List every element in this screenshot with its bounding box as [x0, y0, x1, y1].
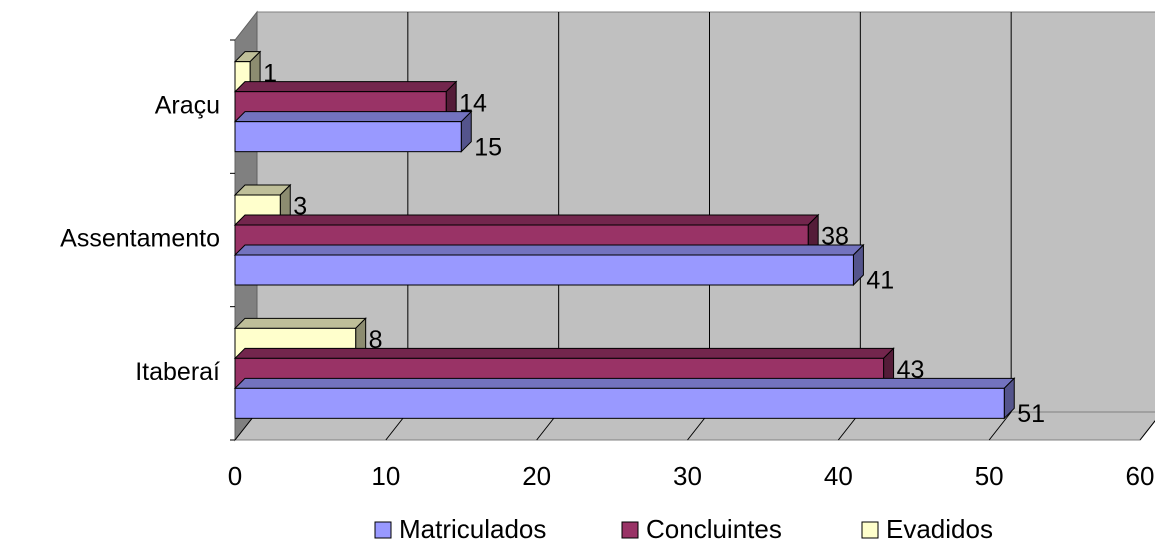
legend-label-concluintes: Concluintes [646, 514, 782, 544]
category-label-itaberai: Itaberaí [135, 358, 220, 386]
data-label-matriculados-itaberai: 51 [1017, 400, 1045, 428]
data-label-matriculados-assentamento: 41 [866, 267, 894, 295]
bar-top-face [233, 111, 473, 123]
floor-gridline [988, 411, 1012, 441]
chart-legend: Matriculados Concluintes Evadidos [374, 514, 993, 544]
floor-gridline [1139, 420, 1155, 441]
chart-bars [233, 50, 1016, 420]
bar-top-face [233, 317, 367, 329]
data-label-concluintes-itaberai: 43 [897, 356, 925, 384]
category-label-assentamento: Assentamento [60, 225, 220, 253]
bar-top-face [233, 347, 895, 359]
x-tick-label-40: 40 [824, 461, 853, 491]
x-tick-label-60: 60 [1126, 461, 1155, 491]
data-label-evadidos-itaberai: 8 [369, 326, 383, 354]
legend-label-evadidos: Evadidos [886, 514, 993, 544]
data-label-evadidos-aracu: 1 [263, 59, 277, 87]
bar-matriculados-aracu [234, 121, 462, 153]
chart-data-labels: 8 43 51 3 38 41 1 14 15 [263, 59, 1045, 428]
x-tick-label-0: 0 [228, 461, 242, 491]
chart-back-wall [233, 10, 1155, 442]
bar-matriculados-assentamento [234, 254, 854, 286]
bar-top-face [233, 244, 865, 256]
legend-swatch-concluintes [621, 521, 639, 539]
bar-top-face [233, 214, 820, 226]
legend-label-matriculados: Matriculados [399, 514, 546, 544]
x-tick-label-30: 30 [673, 461, 702, 491]
bar-matriculados-itaberai [234, 387, 1005, 419]
data-label-matriculados-aracu: 15 [474, 133, 502, 161]
data-label-concluintes-aracu: 14 [459, 89, 487, 117]
category-label-aracu: Araçu [155, 91, 220, 119]
data-label-concluintes-assentamento: 38 [821, 223, 849, 251]
legend-swatch-evadidos [861, 521, 879, 539]
legend-swatch-matriculados [374, 521, 392, 539]
chart-axes: Itaberaí Assentamento Araçu 0 10 20 30 40 50 60 [60, 39, 1155, 491]
x-tick-label-20: 20 [522, 461, 551, 491]
data-label-evadidos-assentamento: 3 [293, 193, 307, 221]
x-tick-label-50: 50 [975, 461, 1004, 491]
x-tick-label-10: 10 [371, 461, 400, 491]
